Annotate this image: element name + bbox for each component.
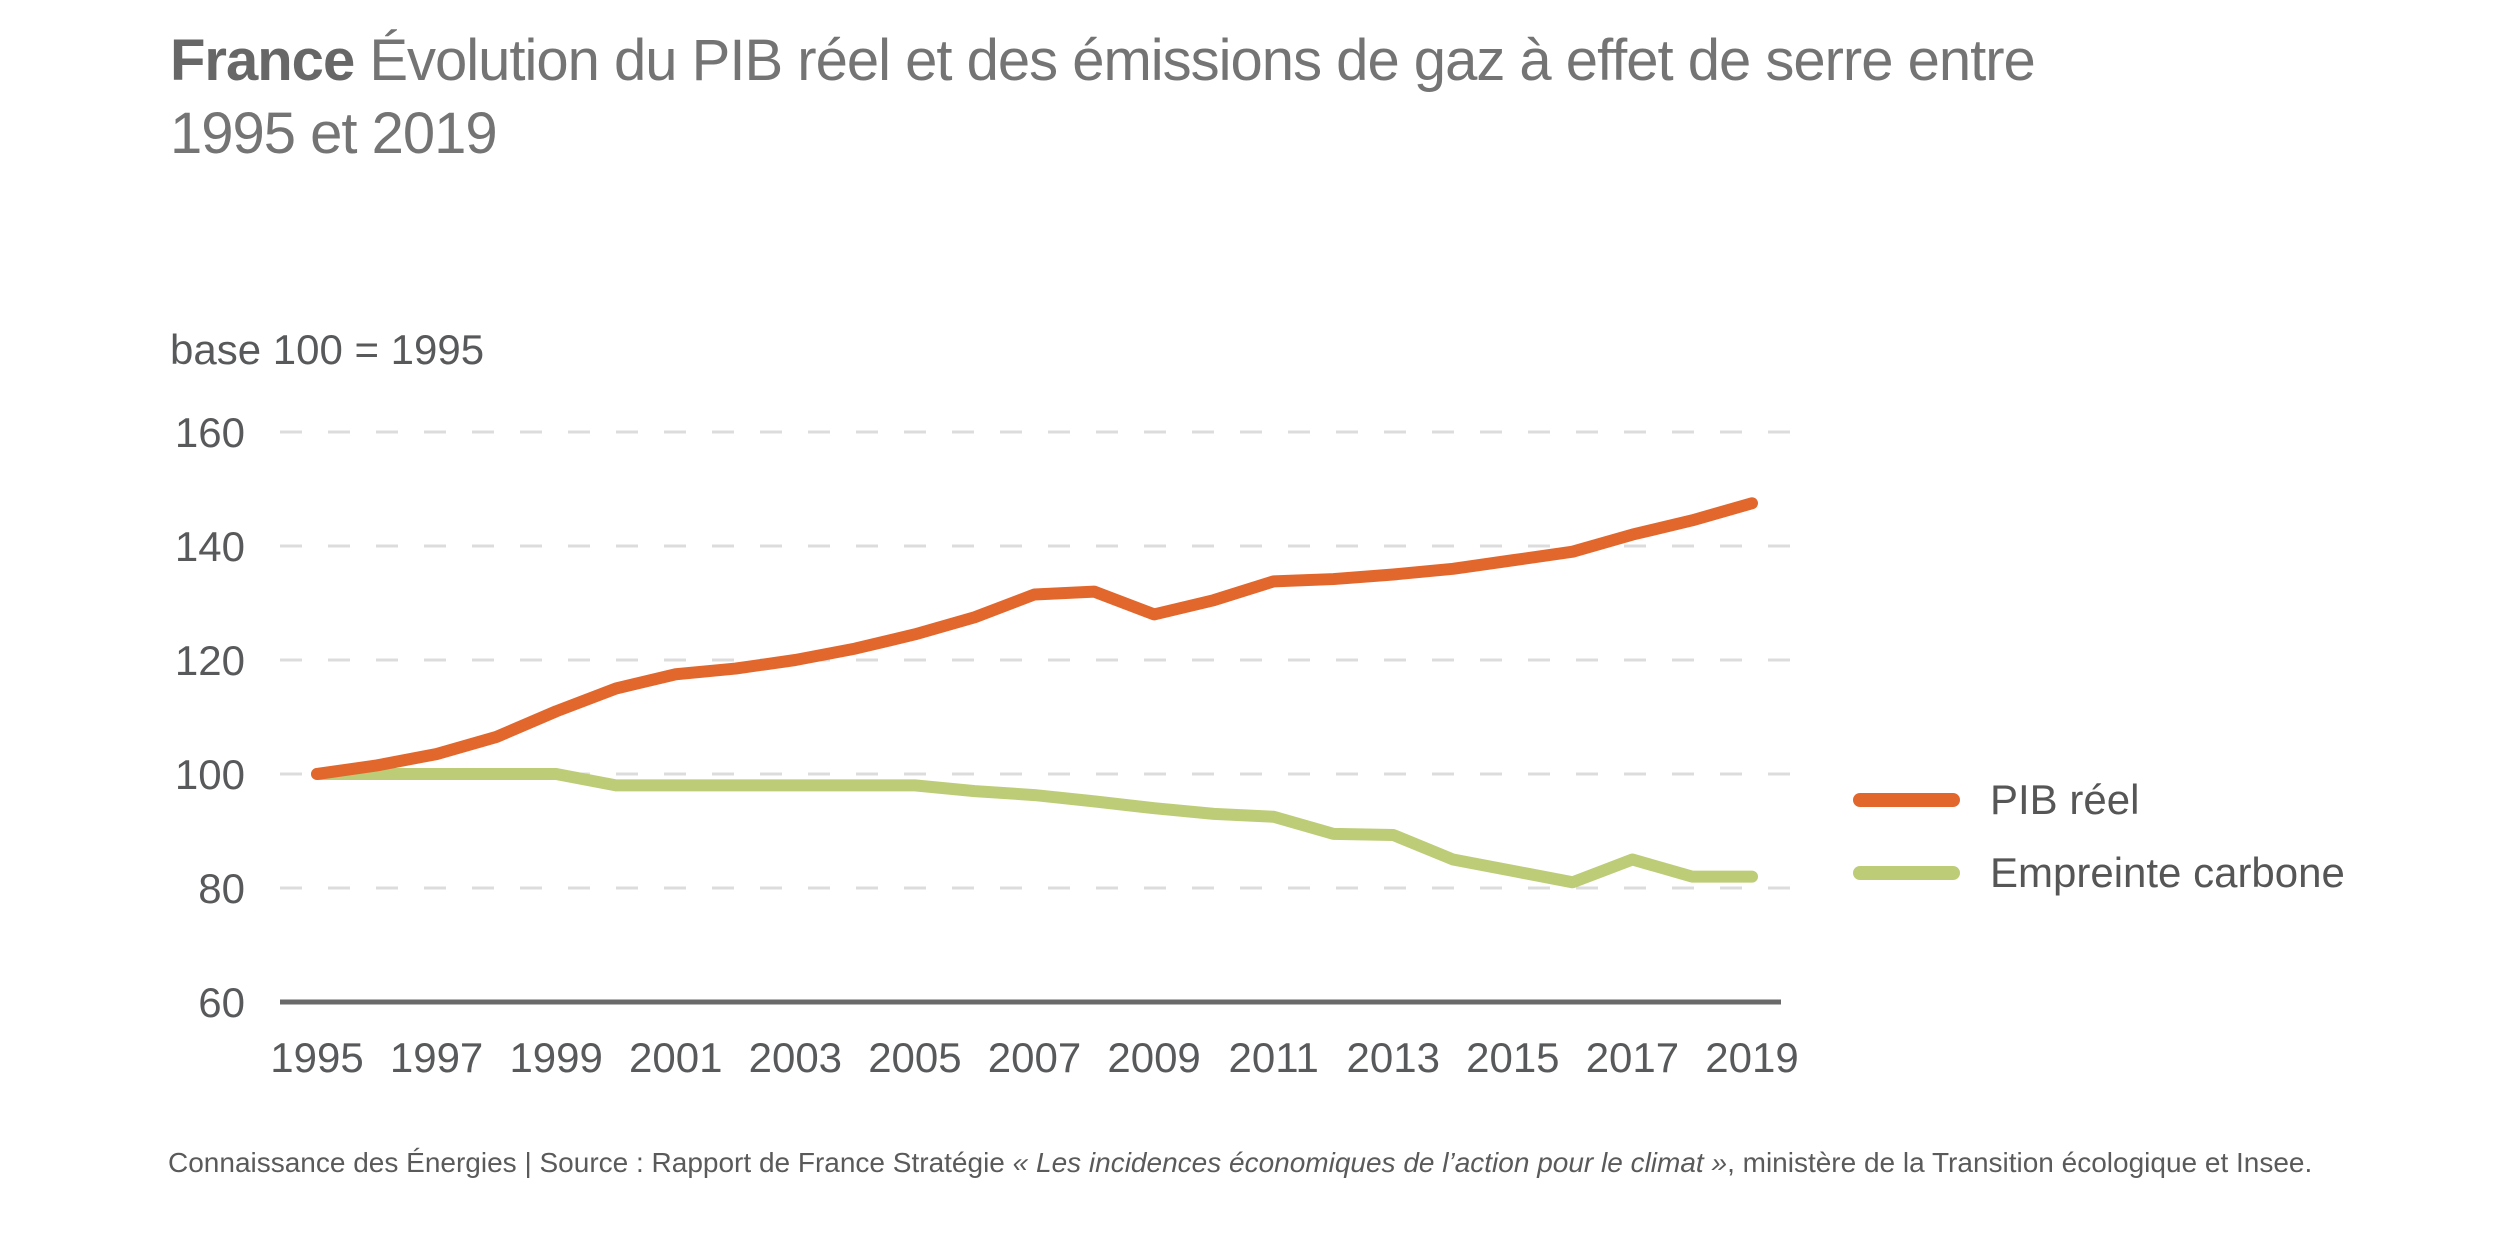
x-tick-label-1999: 1999: [509, 1034, 602, 1081]
x-tick-label-1995: 1995: [270, 1034, 363, 1081]
x-tick-label-2017: 2017: [1586, 1034, 1679, 1081]
x-tick-label-2013: 2013: [1347, 1034, 1440, 1081]
x-tick-label-2001: 2001: [629, 1034, 722, 1081]
y-tick-label-100: 100: [175, 751, 245, 798]
x-tick-label-2011: 2011: [1229, 1034, 1319, 1081]
x-tick-label-2003: 2003: [749, 1034, 842, 1081]
chart-title-country: France: [170, 28, 355, 93]
x-tick-label-2007: 2007: [988, 1034, 1081, 1081]
base-note: base 100 = 1995: [170, 326, 485, 373]
x-tick-label-2005: 2005: [868, 1034, 961, 1081]
source-footer: Connaissance des Énergies | Source : Rap…: [168, 1146, 2458, 1180]
x-tick-label-1997: 1997: [390, 1034, 483, 1081]
legend-swatch-pib-reel: [1853, 793, 1960, 807]
x-tick-label-2015: 2015: [1466, 1034, 1559, 1081]
y-tick-label-160: 160: [175, 409, 245, 456]
legend-swatch-empreinte-carbone: [1853, 866, 1960, 880]
source-prefix: Connaissance des Énergies | Source : Rap…: [168, 1147, 1013, 1178]
series-line-pib-r-el: [311, 497, 1758, 780]
x-tick-label-2009: 2009: [1107, 1034, 1200, 1081]
y-tick-label-60: 60: [198, 979, 245, 1026]
x-tick-label-2019: 2019: [1705, 1034, 1798, 1081]
chart-title: France Évolution du PIB réel et des émis…: [170, 24, 2370, 170]
y-tick-label-140: 140: [175, 523, 245, 570]
y-tick-label-120: 120: [175, 637, 245, 684]
source-suffix: , ministère de la Transition écologique …: [1727, 1147, 2313, 1178]
chart-title-line2: 1995 et 2019: [170, 101, 498, 166]
chart-title-line1: France Évolution du PIB réel et des émis…: [170, 24, 2370, 97]
series-line-empreinte-carbone: [311, 768, 1758, 889]
source-italic-title: « Les incidences économiques de l’action…: [1012, 1147, 1728, 1178]
legend-label-pib-reel: PIB réel: [1990, 776, 2140, 823]
legend-label-empreinte-carbone: Empreinte carbone: [1990, 849, 2345, 896]
chart-title-rest: Évolution du PIB réel et des émissions d…: [369, 28, 2035, 93]
y-tick-label-80: 80: [198, 865, 245, 912]
